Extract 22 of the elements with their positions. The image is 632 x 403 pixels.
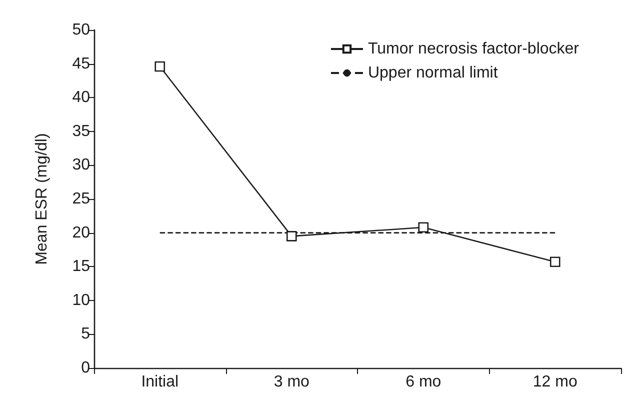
point: [154, 61, 166, 72]
y-tick-label: 20: [72, 224, 90, 242]
y-tick-label: 10: [72, 292, 90, 309]
legend-label: Tumor necrosis factor-blocker: [368, 40, 580, 58]
point: [418, 222, 429, 233]
y-tick-label: 50: [72, 22, 90, 38]
y-tick-label: 0: [81, 360, 90, 376]
point: [550, 256, 560, 268]
y-tick-label: 45: [72, 55, 90, 72]
x-tick-label: 6 mo: [406, 374, 442, 390]
y-tick-label: 15: [72, 258, 90, 276]
x-tick-label: Initial: [141, 374, 179, 390]
x-tick-label: 3 mo: [274, 374, 310, 390]
y-tick-label: 25: [72, 190, 90, 208]
x-tick-label: 12 mo: [532, 374, 578, 390]
y-tick-label: 40: [72, 89, 90, 106]
point: [286, 231, 297, 242]
y-tick-label: 5: [81, 326, 90, 343]
y-axis-title: Mean ESR (mg/dl): [34, 133, 50, 265]
y-tick-label: 35: [72, 122, 90, 140]
legend-label: Upper normal limit: [368, 64, 498, 82]
y-tick-label: 30: [72, 156, 90, 174]
